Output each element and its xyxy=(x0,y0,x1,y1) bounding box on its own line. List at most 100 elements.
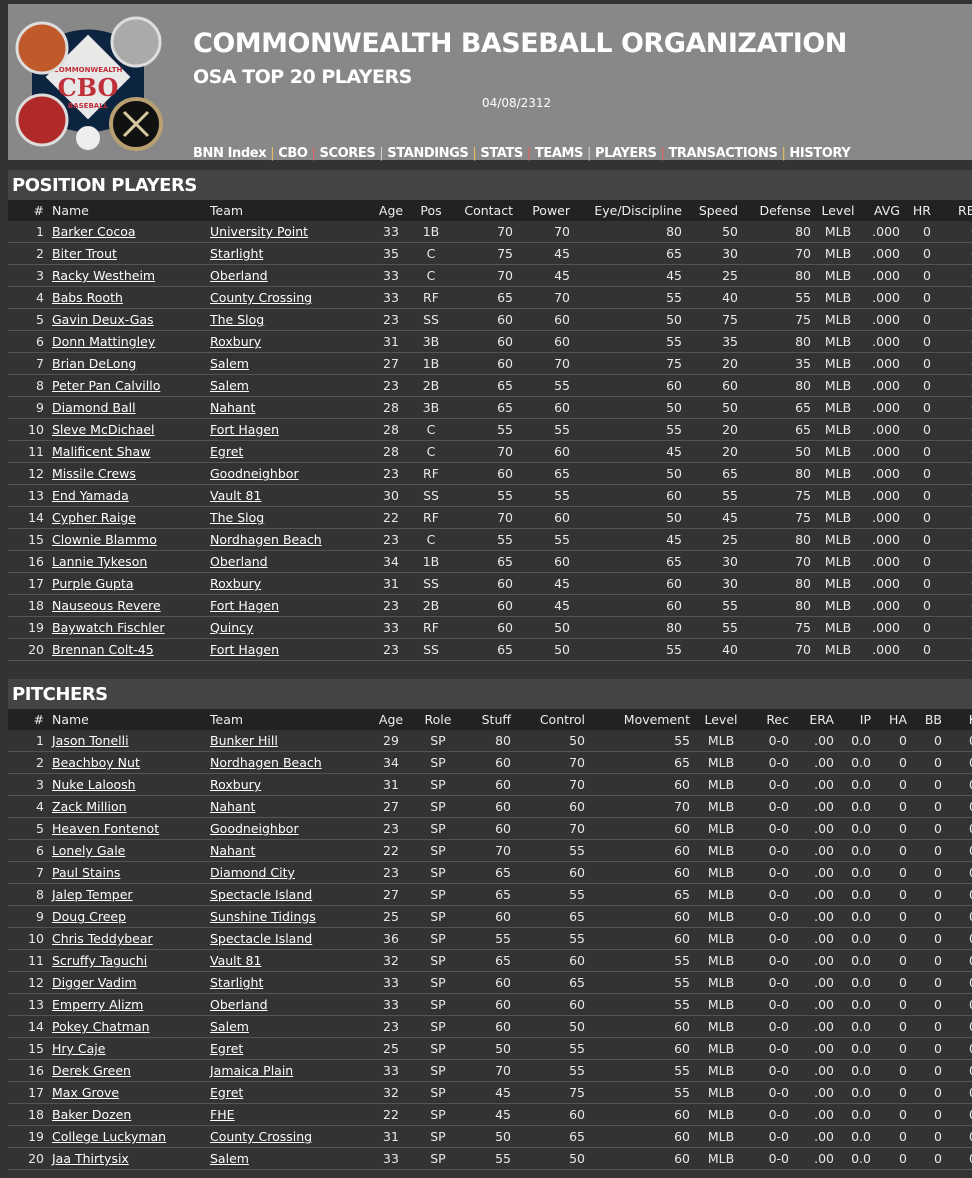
player-link[interactable]: Missile Crews xyxy=(52,466,136,481)
team-link[interactable]: Starlight xyxy=(210,246,264,261)
player-link[interactable]: Diamond Ball xyxy=(52,400,136,415)
team-link[interactable]: Quincy xyxy=(210,620,254,635)
team-link[interactable]: The Slog xyxy=(210,312,265,327)
team-link[interactable]: Nahant xyxy=(210,400,256,415)
team-cell: Roxbury xyxy=(206,330,373,353)
team-link[interactable]: Starlight xyxy=(210,975,264,990)
nav-link-players[interactable]: PLAYERS xyxy=(594,146,657,161)
team-link[interactable]: Salem xyxy=(210,1019,249,1034)
player-link[interactable]: Max Grove xyxy=(52,1085,120,1100)
player-link[interactable]: Lannie Tykeson xyxy=(52,554,148,569)
nav-link-standings[interactable]: STANDINGS xyxy=(387,146,469,161)
team-link[interactable]: Fort Hagen xyxy=(210,598,280,613)
player-link[interactable]: Doug Creep xyxy=(52,909,127,924)
nav-link-history[interactable]: HISTORY xyxy=(789,146,851,161)
player-link[interactable]: End Yamada xyxy=(52,488,129,503)
player-link[interactable]: College Luckyman xyxy=(52,1129,167,1144)
player-link[interactable]: Biter Trout xyxy=(52,246,117,261)
player-link[interactable]: Purple Gupta xyxy=(52,576,134,591)
player-link[interactable]: Barker Cocoa xyxy=(52,224,136,239)
player-link[interactable]: Paul Stains xyxy=(52,865,121,880)
player-link[interactable]: Lonely Gale xyxy=(52,843,126,858)
nav-separator: | xyxy=(586,146,591,161)
cell-movement: 55 xyxy=(589,971,694,994)
player-link[interactable]: Donn Mattingley xyxy=(52,334,156,349)
player-link[interactable]: Babs Rooth xyxy=(52,290,123,305)
cell-eye-discipline: 50 xyxy=(574,506,686,529)
team-link[interactable]: FHE xyxy=(210,1107,235,1122)
team-link[interactable]: Fort Hagen xyxy=(210,422,280,437)
team-link[interactable]: Goodneighbor xyxy=(210,821,299,836)
cell-age: 27 xyxy=(373,883,409,906)
player-link[interactable]: Emperry Alizm xyxy=(52,997,144,1012)
player-link[interactable]: Jalep Temper xyxy=(52,887,133,902)
team-link[interactable]: Roxbury xyxy=(210,334,262,349)
player-link[interactable]: Cypher Raige xyxy=(52,510,136,525)
player-link[interactable]: Brian DeLong xyxy=(52,356,137,371)
team-link[interactable]: The Slog xyxy=(210,510,265,525)
team-link[interactable]: County Crossing xyxy=(210,290,313,305)
team-link[interactable]: Salem xyxy=(210,356,249,371)
nav-link-bnn-index[interactable]: BNN Index xyxy=(193,146,267,161)
team-link[interactable]: Bunker Hill xyxy=(210,733,278,748)
team-link[interactable]: Roxbury xyxy=(210,576,262,591)
player-link[interactable]: Brennan Colt-45 xyxy=(52,642,154,657)
team-link[interactable]: Sunshine Tidings xyxy=(210,909,316,924)
team-link[interactable]: Oberland xyxy=(210,997,268,1012)
cell-bb: 0 xyxy=(911,839,946,862)
player-link[interactable]: Nauseous Revere xyxy=(52,598,161,613)
nav-link-transactions[interactable]: TRANSACTIONS xyxy=(668,146,778,161)
team-link[interactable]: Nordhagen Beach xyxy=(210,532,322,547)
team-link[interactable]: Oberland xyxy=(210,268,268,283)
cell-: 3 xyxy=(8,773,48,796)
team-link[interactable]: Spectacle Island xyxy=(210,887,313,902)
nav-link-scores[interactable]: SCORES xyxy=(319,146,376,161)
team-link[interactable]: Goodneighbor xyxy=(210,466,299,481)
player-link[interactable]: Jaa Thirtysix xyxy=(52,1151,129,1166)
team-link[interactable]: Egret xyxy=(210,1085,244,1100)
player-link[interactable]: Clownie Blammo xyxy=(52,532,157,547)
team-link[interactable]: Nordhagen Beach xyxy=(210,755,322,770)
player-link[interactable]: Malificent Shaw xyxy=(52,444,151,459)
player-link[interactable]: Heaven Fontenot xyxy=(52,821,160,836)
team-link[interactable]: Salem xyxy=(210,1151,249,1166)
player-link[interactable]: Hry Caje xyxy=(52,1041,106,1056)
player-link[interactable]: Scruffy Taguchi xyxy=(52,953,148,968)
player-link[interactable]: Peter Pan Calvillo xyxy=(52,378,161,393)
player-link[interactable]: Pokey Chatman xyxy=(52,1019,150,1034)
team-link[interactable]: Jamaica Plain xyxy=(210,1063,294,1078)
player-link[interactable]: Gavin Deux-Gas xyxy=(52,312,154,327)
team-link[interactable]: Fort Hagen xyxy=(210,642,280,657)
player-cell: Emperry Alizm xyxy=(48,993,206,1016)
nav-link-stats[interactable]: STATS xyxy=(480,146,523,161)
cell-age: 31 xyxy=(373,330,409,353)
team-link[interactable]: Oberland xyxy=(210,554,268,569)
player-link[interactable]: Zack Million xyxy=(52,799,127,814)
player-link[interactable]: Jason Tonelli xyxy=(52,733,129,748)
team-link[interactable]: Nahant xyxy=(210,843,256,858)
team-link[interactable]: Roxbury xyxy=(210,777,262,792)
team-link[interactable]: University Point xyxy=(210,224,309,239)
team-link[interactable]: Vault 81 xyxy=(210,488,262,503)
team-link[interactable]: Salem xyxy=(210,378,249,393)
player-link[interactable]: Digger Vadim xyxy=(52,975,137,990)
player-link[interactable]: Baywatch Fischler xyxy=(52,620,165,635)
team-link[interactable]: Egret xyxy=(210,1041,244,1056)
team-link[interactable]: Egret xyxy=(210,444,244,459)
team-link[interactable]: Vault 81 xyxy=(210,953,262,968)
player-link[interactable]: Baker Dozen xyxy=(52,1107,132,1122)
player-link[interactable]: Chris Teddybear xyxy=(52,931,153,946)
cell-movement: 55 xyxy=(589,730,694,752)
player-link[interactable]: Racky Westheim xyxy=(52,268,156,283)
team-link[interactable]: Diamond City xyxy=(210,865,295,880)
nav-link-teams[interactable]: TEAMS xyxy=(534,146,584,161)
cell-bb: 0 xyxy=(911,795,946,818)
nav-link-cbo[interactable]: CBO xyxy=(278,146,308,161)
player-link[interactable]: Beachboy Nut xyxy=(52,755,140,770)
team-link[interactable]: Nahant xyxy=(210,799,256,814)
player-link[interactable]: Nuke Laloosh xyxy=(52,777,136,792)
player-link[interactable]: Derek Green xyxy=(52,1063,131,1078)
player-link[interactable]: Sleve McDichael xyxy=(52,422,155,437)
team-link[interactable]: County Crossing xyxy=(210,1129,313,1144)
team-link[interactable]: Spectacle Island xyxy=(210,931,313,946)
